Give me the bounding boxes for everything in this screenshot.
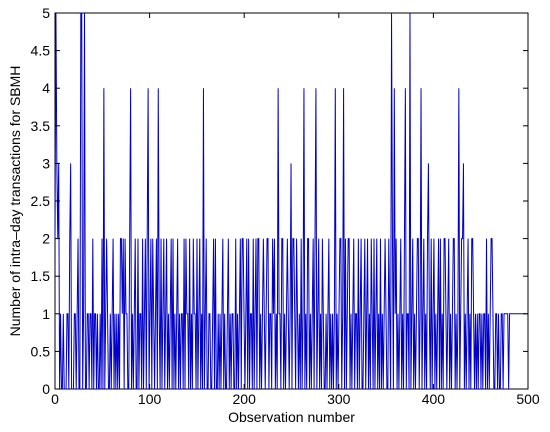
y-tick-label: 0 — [42, 381, 50, 397]
x-axis-label: Observation number — [228, 409, 355, 425]
tick-layer: 0 100 200 300 400 500 0 0.5 1 1.5 2 2.5 3 3.5 4 4.5 5 — [31, 5, 540, 407]
series-line-0 — [54, 12, 528, 390]
y-axis-label: Number of intra–day transactions for SBM… — [7, 66, 23, 337]
y-tick-label: 1 — [42, 306, 50, 322]
y-tick-label: 5 — [42, 5, 50, 21]
x-tick-label: 300 — [327, 391, 351, 407]
y-tick-label: 3.5 — [31, 118, 51, 134]
y-tick-label: 0.5 — [31, 343, 51, 359]
x-tick-label: 0 — [51, 391, 59, 407]
y-tick-label: 4.5 — [31, 43, 51, 59]
x-tick-label: 200 — [233, 391, 257, 407]
y-tick-label: 3 — [42, 155, 50, 171]
y-tick-label: 2.5 — [31, 193, 51, 209]
x-tick-label: 500 — [516, 391, 540, 407]
y-tick-label: 1.5 — [31, 268, 51, 284]
series-layer — [54, 12, 528, 390]
x-tick-label: 100 — [138, 391, 162, 407]
y-tick-label: 2 — [42, 231, 50, 247]
y-tick-label: 4 — [42, 80, 50, 96]
x-tick-label: 400 — [422, 391, 446, 407]
